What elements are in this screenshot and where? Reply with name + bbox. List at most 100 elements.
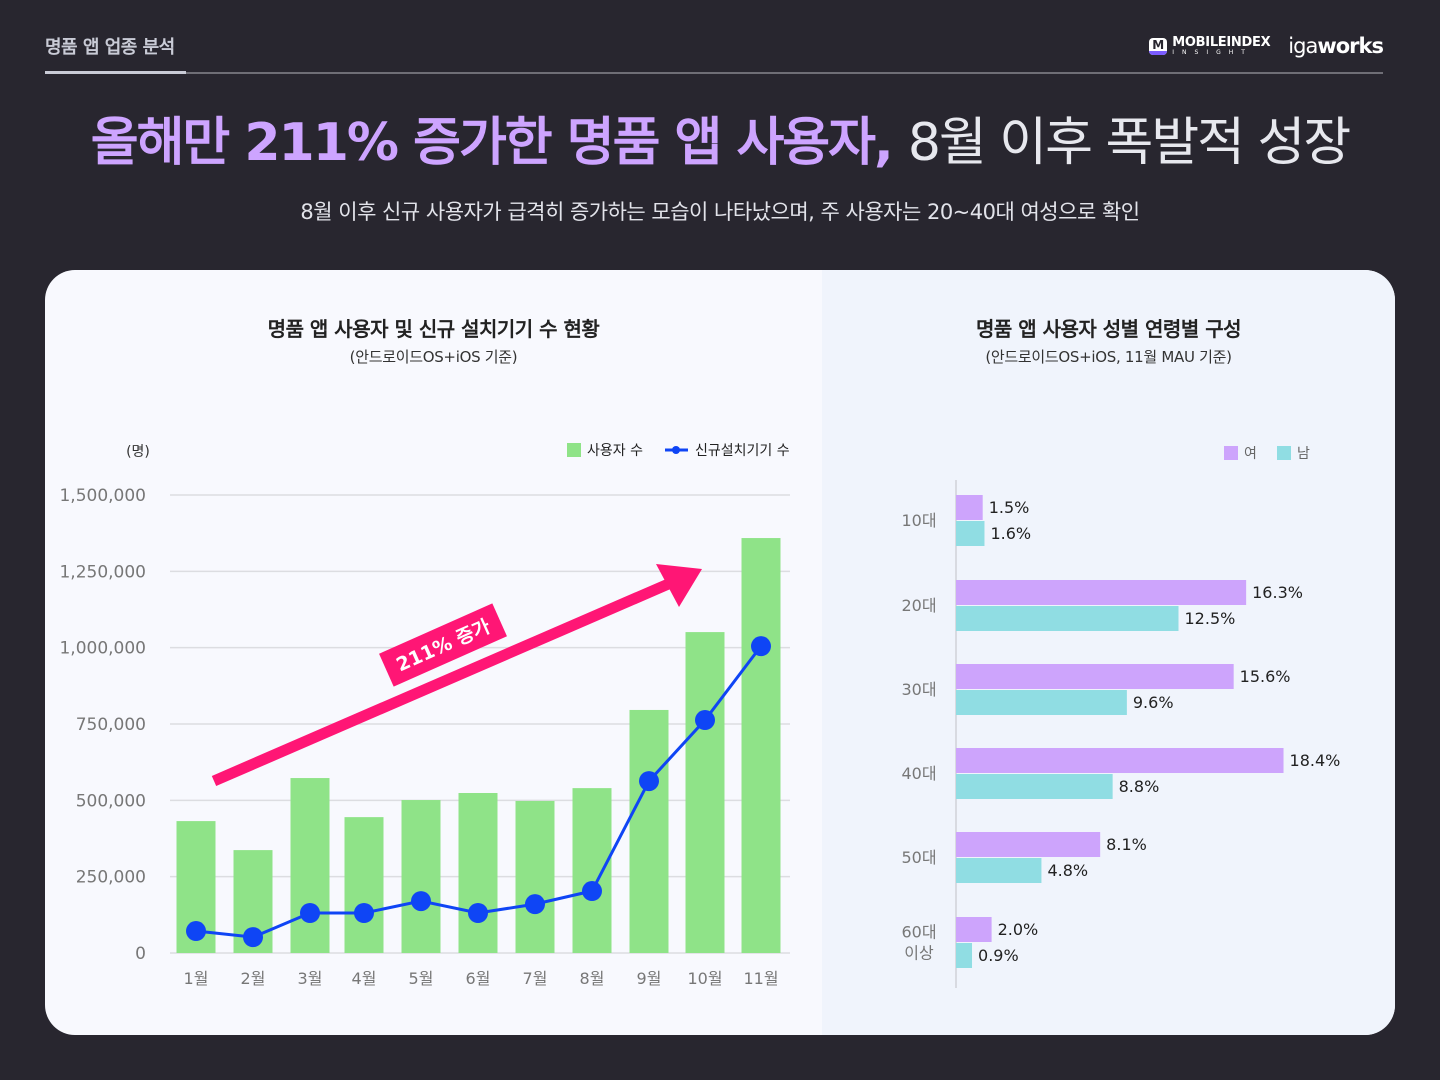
users-installs-chart: (명) 0 250,000 500,000 750,000 1,000,000 1,250… bbox=[59, 443, 790, 988]
x-tick-label: 1월 bbox=[184, 969, 209, 988]
legend-marker-installs bbox=[672, 446, 680, 454]
logos: M MOBILEINDEX INSIGHT igaworks bbox=[1149, 34, 1384, 58]
legend-label-users: 사용자 수 bbox=[587, 443, 643, 459]
mobileindex-logo: M MOBILEINDEX INSIGHT bbox=[1149, 35, 1271, 56]
headline-highlight: 올해만 211% 증가한 명품 앱 사용자, bbox=[90, 113, 894, 173]
point-installs bbox=[243, 927, 263, 948]
value-label-female: 1.5% bbox=[989, 498, 1030, 517]
legend-label-male: 남 bbox=[1297, 446, 1310, 462]
bar-female bbox=[956, 580, 1247, 605]
point-installs bbox=[354, 903, 374, 924]
mobileindex-badge-icon: M bbox=[1149, 37, 1168, 55]
bar-female bbox=[956, 495, 983, 520]
value-label-male: 9.6% bbox=[1133, 693, 1174, 712]
headline: 올해만 211% 증가한 명품 앱 사용자, 8월 이후 폭발적 성장 bbox=[0, 100, 1440, 175]
bar-users bbox=[572, 788, 612, 953]
bar-users bbox=[458, 793, 498, 953]
y-tick-label: 750,000 bbox=[76, 715, 146, 735]
x-tick-label: 3월 bbox=[298, 969, 323, 988]
chart-card: 명품 앱 사용자 및 신규 설치기기 수 현황 (안드로이드OS+iOS 기준)… bbox=[45, 270, 1395, 1035]
value-label-male: 4.8% bbox=[1047, 861, 1088, 880]
section-label: 명품 앱 업종 분석 bbox=[45, 37, 175, 58]
x-tick-label: 10월 bbox=[687, 969, 722, 988]
growth-arrow: 211% 증가 bbox=[211, 564, 702, 787]
point-installs bbox=[639, 771, 659, 792]
legend-label-female: 여 bbox=[1244, 446, 1257, 462]
bar-female bbox=[956, 917, 992, 942]
point-installs bbox=[751, 636, 771, 657]
right-chart-subtitle: (안드로이드OS+iOS, 11월 MAU 기준) bbox=[985, 348, 1232, 366]
top-bar: 명품 앱 업종 분석 M MOBILEINDEX INSIGHT igawork… bbox=[45, 0, 1384, 75]
x-tick-label: 6월 bbox=[466, 969, 491, 988]
legend-swatch-users bbox=[567, 443, 581, 457]
mobileindex-subwordmark: INSIGHT bbox=[1172, 49, 1253, 56]
mobileindex-wordmark: MOBILEINDEX bbox=[1172, 35, 1271, 50]
bar-male bbox=[956, 690, 1127, 715]
x-tick-label: 5월 bbox=[409, 969, 434, 988]
y-tick-label: 1,250,000 bbox=[59, 562, 146, 582]
category-label: 이상 bbox=[904, 944, 934, 963]
value-label-female: 2.0% bbox=[998, 920, 1039, 939]
growth-arrow-shaft bbox=[211, 576, 676, 787]
value-label-male: 0.9% bbox=[978, 946, 1019, 965]
y-tick-label: 500,000 bbox=[76, 791, 146, 811]
value-label-male: 12.5% bbox=[1185, 609, 1236, 628]
top-divider bbox=[45, 72, 1383, 74]
point-installs bbox=[468, 903, 488, 924]
category-label: 40대 bbox=[901, 764, 936, 783]
x-tick-label: 4월 bbox=[352, 969, 377, 988]
growth-annotation-box bbox=[379, 603, 507, 687]
bar-users bbox=[344, 817, 384, 953]
value-label-female: 16.3% bbox=[1252, 583, 1303, 602]
y-axis-unit: (명) bbox=[126, 444, 150, 460]
bar-male bbox=[956, 521, 985, 546]
igaworks-light: iga bbox=[1288, 34, 1318, 58]
x-tick-label: 8월 bbox=[580, 969, 605, 988]
category-label: 60대 bbox=[901, 923, 936, 942]
bar-users bbox=[290, 778, 330, 953]
bar-male bbox=[956, 774, 1113, 799]
bar-male bbox=[956, 943, 973, 968]
value-label-female: 18.4% bbox=[1290, 751, 1341, 770]
x-tick-label: 2월 bbox=[241, 969, 266, 988]
gender-age-chart: 여 남 10대 1.5% 1.6% 20대 16.3% 12.5% 30대 15.6% 9.6%… bbox=[901, 446, 1341, 988]
value-label-female: 15.6% bbox=[1240, 667, 1291, 686]
legend-swatch-male bbox=[1277, 446, 1291, 460]
y-tick-label: 1,500,000 bbox=[59, 486, 146, 506]
left-chart-title: 명품 앱 사용자 및 신규 설치기기 수 현황 bbox=[267, 317, 600, 341]
bar-users bbox=[685, 632, 725, 953]
point-installs bbox=[695, 710, 715, 731]
growth-arrow-head bbox=[656, 564, 702, 607]
legend-swatch-female bbox=[1224, 446, 1238, 460]
y-tick-label: 0 bbox=[135, 944, 146, 964]
bar-users bbox=[401, 800, 441, 953]
y-tick-label: 1,000,000 bbox=[59, 639, 146, 659]
category-label: 50대 bbox=[901, 848, 936, 867]
bar-male bbox=[956, 858, 1042, 883]
legend: 사용자 수 신규설치기기 수 bbox=[567, 443, 790, 459]
x-tick-label: 9월 bbox=[637, 969, 662, 988]
headline-rest: 8월 이후 폭발적 성장 bbox=[907, 113, 1351, 173]
igaworks-logo: igaworks bbox=[1288, 34, 1384, 58]
x-tick-label: 7월 bbox=[523, 969, 548, 988]
right-panel-bg bbox=[822, 270, 1395, 1035]
hbar-legend: 여 남 bbox=[1224, 446, 1310, 462]
point-installs bbox=[186, 921, 206, 942]
category-label: 30대 bbox=[901, 680, 936, 699]
bar-users bbox=[515, 800, 555, 953]
right-chart-title: 명품 앱 사용자 성별 연령별 구성 bbox=[975, 317, 1242, 341]
legend-label-installs: 신규설치기기 수 bbox=[695, 443, 790, 459]
value-label-female: 8.1% bbox=[1106, 835, 1147, 854]
category-label: 20대 bbox=[901, 596, 936, 615]
igaworks-bold: works bbox=[1317, 34, 1384, 58]
bar-users bbox=[741, 538, 781, 953]
point-installs bbox=[525, 894, 545, 915]
subheadline: 8월 이후 신규 사용자가 급격히 증가하는 모습이 나타났으며, 주 사용자는… bbox=[300, 200, 1140, 224]
section-underline bbox=[45, 71, 186, 74]
value-label-male: 8.8% bbox=[1119, 777, 1160, 796]
bar-female bbox=[956, 748, 1284, 773]
bar-female bbox=[956, 664, 1234, 689]
y-tick-label: 250,000 bbox=[76, 868, 146, 888]
bar-female bbox=[956, 832, 1101, 857]
mobileindex-badge-letter: M bbox=[1152, 37, 1165, 52]
